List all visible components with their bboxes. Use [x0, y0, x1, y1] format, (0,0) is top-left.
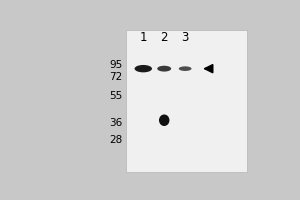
Text: 3: 3	[182, 31, 189, 44]
Text: 1: 1	[140, 31, 147, 44]
Ellipse shape	[159, 114, 169, 126]
Text: 28: 28	[109, 135, 122, 145]
Text: 95: 95	[109, 60, 122, 70]
Text: 36: 36	[109, 118, 122, 128]
Ellipse shape	[135, 65, 152, 72]
Text: 55: 55	[109, 91, 122, 101]
Ellipse shape	[179, 66, 191, 71]
Text: 2: 2	[160, 31, 168, 44]
Bar	[126, 30, 247, 172]
Text: 72: 72	[109, 72, 122, 82]
Ellipse shape	[157, 66, 171, 72]
